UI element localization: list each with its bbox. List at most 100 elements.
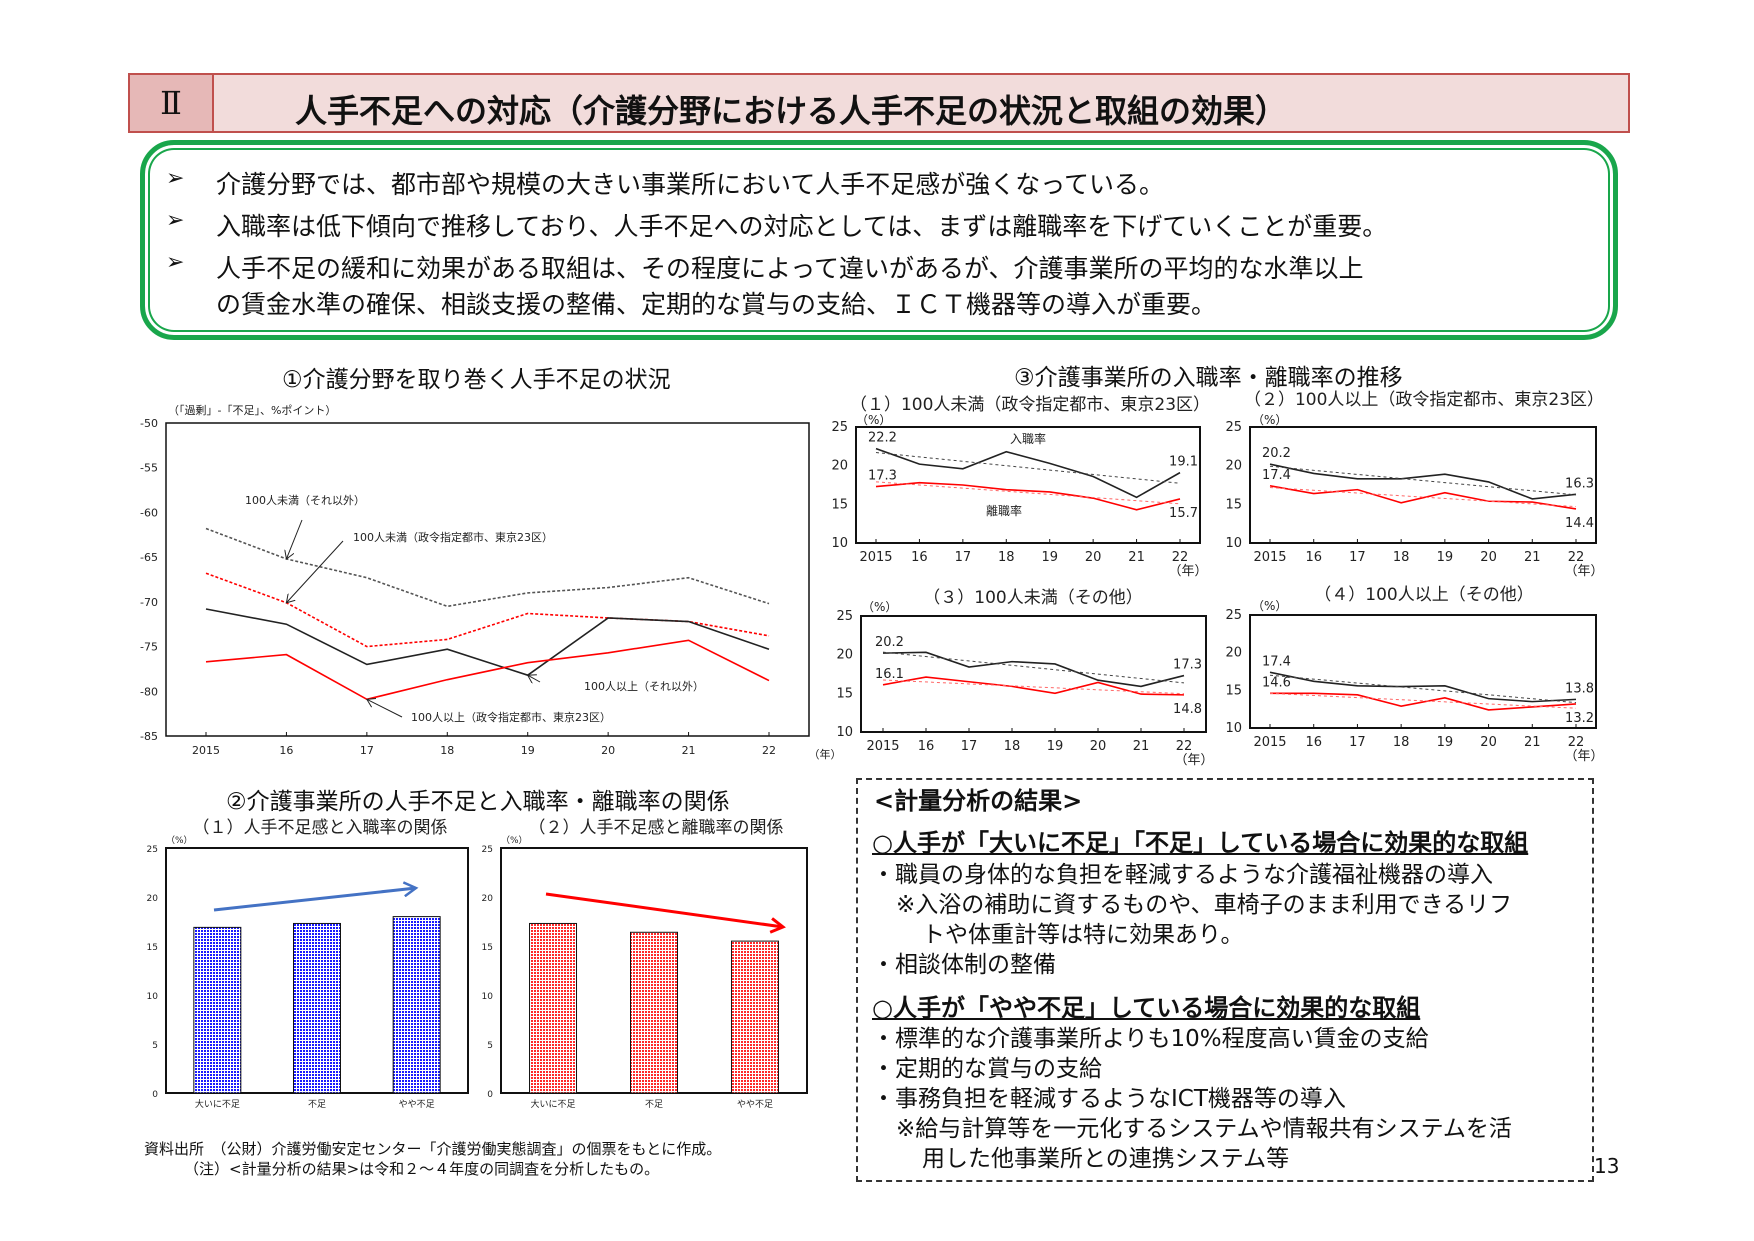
x-tick-label: 2015 [192,744,220,757]
results-group2-title: ○人手が「やや不足」している場合に効果的な取組 [872,994,1421,1022]
chart-subtitle: （２）人手不足感と離職率の関係 [529,818,784,838]
bar-2 [392,916,441,1094]
value-label: 15.7 [1169,506,1198,521]
y-axis-unit: （%） [1252,599,1287,613]
x-tick-label: 22 [762,744,776,757]
y-tick-label: 15 [147,943,158,953]
plot-frame [1249,614,1597,729]
series-line-1 [205,572,770,648]
trend-arrow [213,888,416,912]
series-annotation: 100人未満（政令指定都市、東京23区） [353,530,553,544]
x-axis-unit: （年） [1564,749,1603,764]
y-tick-label: -50 [140,417,158,430]
series-line-2 [205,608,770,677]
x-tick-label: 16 [1305,550,1322,565]
x-tick-label: 2015 [1253,735,1286,750]
bar-1 [293,922,341,1094]
summary-line: 入職率は低下傾向で推移しており、人手不足への対応としては、まずは離職率を下げてい… [216,212,1388,241]
x-tick-label: 21 [1524,735,1541,750]
chapter-number: Ⅱ [128,73,214,133]
series-line-0 [875,447,1181,499]
x-tick-label: 21 [1128,550,1145,565]
x-tick-label: 22 [1172,550,1189,565]
value-label: 17.3 [868,469,897,484]
trend-line-1 [882,679,1185,695]
y-tick-label: 25 [147,845,158,855]
x-tick-label: 22 [1568,550,1585,565]
value-label: 13.2 [1565,711,1594,726]
y-tick-label: 25 [831,420,848,435]
y-tick-label: 15 [482,943,493,953]
x-tick-label: 17 [955,550,972,565]
value-label: 14.6 [1262,675,1291,690]
chart-subtitle: （１）人手不足感と入職率の関係 [193,818,448,838]
x-tick-label: 大いに不足 [531,1098,576,1110]
series-line-1 [1270,692,1577,711]
results-group1-title: ○人手が「大いに不足」「不足」している場合に効果的な取組 [872,829,1529,857]
summary-box [140,140,1618,340]
results-heading: <計量分析の結果> [874,787,1083,815]
x-tick-label: 17 [1349,735,1366,750]
x-tick-label: 大いに不足 [195,1098,240,1110]
value-label: 16.1 [875,667,904,682]
trend-line-1 [875,481,1181,505]
series-line-1 [882,676,1185,696]
y-tick-label: 15 [1225,683,1242,698]
value-label: 13.8 [1565,681,1594,696]
y-tick-label: 20 [482,894,494,904]
y-tick-label: -55 [140,462,158,475]
x-tick-label: 不足 [645,1099,663,1110]
x-tick-label: 20 [1085,550,1102,565]
chart-subtitle: （２）100人以上（政令指定都市、東京23区） [1244,390,1604,410]
x-tick-label: 21 [682,744,696,757]
y-tick-label: 20 [147,894,159,904]
series-line-1 [875,481,1181,511]
bar-2 [730,940,779,1094]
summary-line: 介護分野では、都市部や規模の大きい事業所において人手不足感が強くなっている。 [216,170,1165,199]
x-axis-unit: （年） [1168,564,1207,579]
y-tick-label: 25 [1225,420,1242,435]
trend-line-0 [875,452,1181,484]
trend-arrow [545,892,783,927]
annotation-arrow [286,519,303,559]
x-tick-label: 2015 [1253,550,1286,565]
y-tick-label: 0 [487,1090,493,1100]
value-label: 20.2 [1262,446,1291,461]
trend-line-0 [1269,465,1577,496]
y-tick-label: -75 [140,641,158,654]
plot-frame [1249,426,1597,544]
series-line-3 [205,639,770,701]
x-tick-label: 18 [1393,735,1410,750]
x-axis-unit: （年） [1174,753,1213,768]
trend-line-0 [1269,674,1577,704]
value-label: 20.2 [875,635,904,650]
y-axis-unit: （%） [1252,413,1287,427]
results-item: 用した他事業所との連携システム等 [922,1146,1290,1172]
y-axis-unit: （%） [862,600,897,614]
x-tick-label: 16 [1305,735,1322,750]
arrow-right-icon: ➢ [166,208,185,233]
series-annotation: 100人未満（それ以外） [245,494,365,507]
y-tick-label: -65 [140,551,158,564]
plot-frame [860,615,1207,733]
results-item: ※給与計算等を一元化するシステムや情報共有システムを活 [896,1116,1512,1142]
y-tick-label: 5 [152,1041,158,1051]
series-line-0 [882,651,1185,688]
arrow-right-icon: ➢ [166,250,185,275]
series-annotation: 100人以上（それ以外） [584,680,704,693]
x-tick-label: 19 [1437,550,1454,565]
bar-1 [630,931,678,1094]
plot-frame [855,426,1201,544]
x-tick-label: 20 [601,744,615,757]
results-item: ・定期的な賞与の支給 [872,1056,1102,1082]
y-tick-label: 25 [836,609,853,624]
summary-line: の賃金水準の確保、相談支援の整備、定期的な賞与の支給、ＩＣＴ機器等の導入が重要。 [216,290,1217,319]
summary-line: 人手不足の緩和に効果がある取組は、その程度によって違いがあるが、介護事業所の平均… [216,254,1364,283]
value-label: 22.2 [868,431,897,446]
y-tick-label: 20 [836,648,853,663]
x-tick-label: 16 [279,744,293,757]
y-tick-label: -60 [140,506,158,519]
annotation-arrow [367,699,403,718]
series-label: 離職率 [986,503,1022,518]
plot-frame [165,422,810,737]
